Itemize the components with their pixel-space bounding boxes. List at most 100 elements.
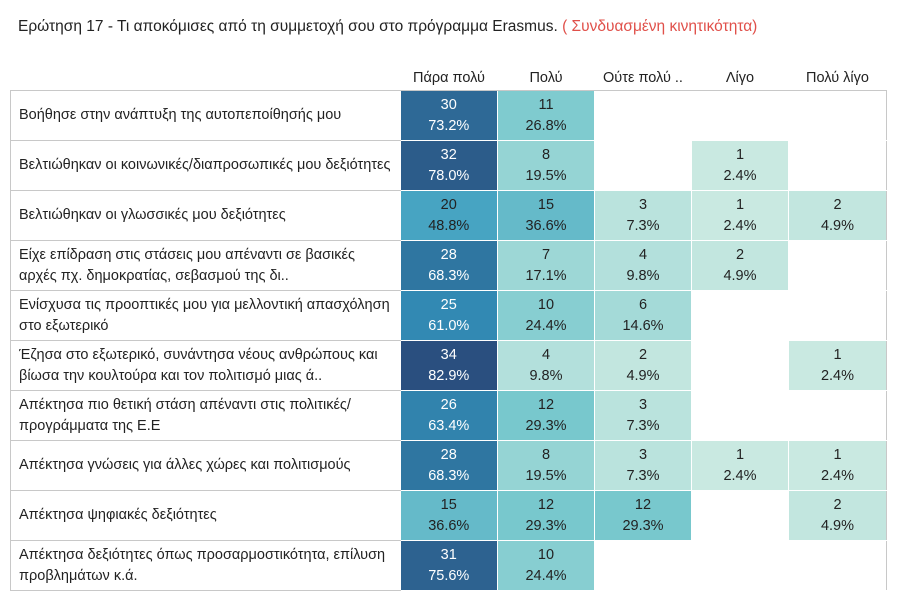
heatmap-cell <box>691 290 789 341</box>
cell-percent: 2.4% <box>723 167 757 184</box>
cell-count: 12 <box>634 496 652 513</box>
cell-count: 10 <box>537 546 555 563</box>
cell-percent: 73.2% <box>428 117 470 134</box>
cell-percent: 2.4% <box>820 467 855 484</box>
chart-title: Ερώτηση 17 - Τι αποκόμισες από τη συμμετ… <box>18 18 757 36</box>
row-label-text: Βελτιώθηκαν οι κοινωνικές/διαπροσωπικές … <box>19 157 391 173</box>
heatmap-cell <box>788 390 887 441</box>
cell-percent: 2.4% <box>723 467 757 484</box>
heatmap-cell: 4 9.8% <box>594 240 692 291</box>
heatmap-cell: 2 4.9% <box>594 340 692 391</box>
heatmap-cell: 26 63.4% <box>400 390 498 441</box>
cell-count: 31 <box>440 546 457 563</box>
cell-count: 12 <box>537 496 555 513</box>
heatmap-cell <box>788 290 887 341</box>
cell-percent: 9.8% <box>529 367 563 384</box>
cell-count: 4 <box>541 346 551 363</box>
cell-count: 2 <box>833 196 842 213</box>
row-label: Ενίσχυσα τις προοπτικές μου για μελλοντι… <box>10 290 401 341</box>
cell-percent: 7.3% <box>626 467 660 484</box>
header-corner <box>10 66 401 91</box>
cell-percent: 24.4% <box>525 567 567 584</box>
heatmap-cell <box>788 140 887 191</box>
cell-count: 3 <box>638 396 648 413</box>
row-label-text: Ενίσχυσα τις προοπτικές μου για μελλοντι… <box>19 296 390 334</box>
cell-count: 28 <box>440 246 457 263</box>
cell-count: 28 <box>440 446 457 463</box>
heatmap-cell <box>788 540 887 591</box>
cell-percent: 68.3% <box>428 467 470 484</box>
cell-count: 8 <box>541 146 551 163</box>
cell-count: 2 <box>638 346 648 363</box>
cell-percent: 78.0% <box>428 167 470 184</box>
row-label: Απέκτησα ψηφιακές δεξιότητες <box>10 490 401 541</box>
heatmap-cell: 25 61.0% <box>400 290 498 341</box>
row-label-text: Βοήθησε στην ανάπτυξη της αυτοπεποίθησής… <box>19 107 342 123</box>
row-label-text: Απέκτησα γνώσεις για άλλες χώρες και πολ… <box>19 457 351 473</box>
heatmap-cell: 32 78.0% <box>400 140 498 191</box>
cell-count: 30 <box>440 96 457 113</box>
heatmap-cell <box>691 390 789 441</box>
table-row: Βελτιώθηκαν οι γλωσσικές μου δεξιότητες 2… <box>10 190 887 241</box>
cell-count: 15 <box>537 196 555 213</box>
row-label: Απέκτησα δεξιότητες όπως προσαρμοστικότη… <box>10 540 401 591</box>
heatmap-cell: 20 48.8% <box>400 190 498 241</box>
heatmap-cell: 1 2.4% <box>788 440 887 491</box>
heatmap-cell: 8 19.5% <box>497 140 595 191</box>
cell-percent: 4.9% <box>820 217 855 234</box>
cell-percent: 26.8% <box>525 117 567 134</box>
heatmap-cell <box>594 90 692 141</box>
heatmap-cell: 12 29.3% <box>497 390 595 441</box>
cell-count: 8 <box>541 446 551 463</box>
cell-percent: 4.9% <box>820 517 855 534</box>
heatmap-cell: 28 68.3% <box>400 240 498 291</box>
cell-percent: 82.9% <box>428 367 470 384</box>
table-row: Απέκτησα γνώσεις για άλλες χώρες και πολ… <box>10 440 887 491</box>
cell-count: 20 <box>440 196 457 213</box>
column-header: Πάρα πολύ <box>400 66 498 91</box>
heatmap-cell <box>594 140 692 191</box>
cell-percent: 68.3% <box>428 267 470 284</box>
header-row: Πάρα πολύ Πολύ Ούτε πολύ .. Λίγο Πολύ λίγο <box>10 66 887 91</box>
cell-percent: 75.6% <box>428 567 470 584</box>
cell-count: 15 <box>440 496 457 513</box>
cell-percent: 48.8% <box>428 217 470 234</box>
heatmap-cell: 3 7.3% <box>594 190 692 241</box>
row-label: Βοήθησε στην ανάπτυξη της αυτοπεποίθησής… <box>10 90 401 141</box>
cell-count: 34 <box>440 346 457 363</box>
cell-percent: 36.6% <box>428 517 470 534</box>
cell-percent: 4.9% <box>626 367 660 384</box>
cell-count: 1 <box>735 146 745 163</box>
row-label-text: Απέκτησα πιο θετική στάση απέναντι στις … <box>19 396 351 434</box>
cell-percent: 61.0% <box>428 317 470 334</box>
row-label: Είχε επίδραση στις στάσεις μου απέναντι … <box>10 240 401 291</box>
heatmap-cell: 30 73.2% <box>400 90 498 141</box>
table-row: Έζησα στο εξωτερικό, συνάντησα νέους ανθ… <box>10 340 887 391</box>
heatmap-cell <box>788 90 887 141</box>
row-label-text: Βελτιώθηκαν οι γλωσσικές μου δεξιότητες <box>19 207 286 223</box>
chart-subtitle: ( Συνδυασμένη κινητικότητα) <box>562 18 758 35</box>
cell-count: 6 <box>638 296 648 313</box>
cell-percent: 14.6% <box>622 317 664 334</box>
cell-count: 7 <box>541 246 551 263</box>
heatmap-cell: 28 68.3% <box>400 440 498 491</box>
cell-count: 1 <box>833 446 842 463</box>
cell-count: 11 <box>538 96 554 113</box>
cell-count: 32 <box>440 146 457 163</box>
heatmap-cell: 10 24.4% <box>497 540 595 591</box>
table-row: Είχε επίδραση στις στάσεις μου απέναντι … <box>10 240 887 291</box>
heatmap-cell: 2 4.9% <box>788 190 887 241</box>
cell-count: 1 <box>735 196 745 213</box>
table-row: Απέκτησα ψηφιακές δεξιότητες 15 36.6% 12 29.… <box>10 490 887 541</box>
heatmap-table: Πάρα πολύ Πολύ Ούτε πολύ .. Λίγο Πολύ λίγο Β… <box>10 66 887 591</box>
heatmap-cell: 31 75.6% <box>400 540 498 591</box>
cell-percent: 36.6% <box>525 217 567 234</box>
heatmap-cell: 4 9.8% <box>497 340 595 391</box>
table-row: Ενίσχυσα τις προοπτικές μου για μελλοντι… <box>10 290 887 341</box>
cell-count: 2 <box>735 246 745 263</box>
column-header: Πολύ λίγο <box>788 66 887 91</box>
heatmap-cell: 34 82.9% <box>400 340 498 391</box>
table-row: Βελτιώθηκαν οι κοινωνικές/διαπροσωπικές … <box>10 140 887 191</box>
row-label: Απέκτησα γνώσεις για άλλες χώρες και πολ… <box>10 440 401 491</box>
cell-count: 12 <box>537 396 555 413</box>
